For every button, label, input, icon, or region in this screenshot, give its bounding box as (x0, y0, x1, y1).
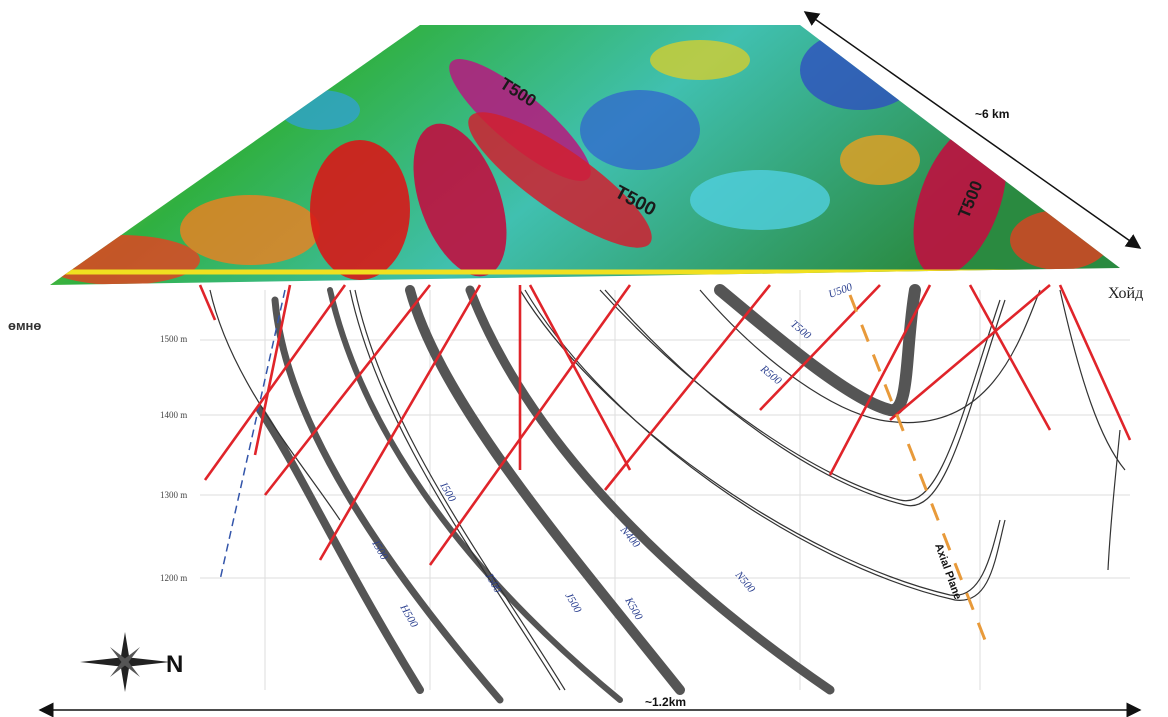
depth-label: 1300 m (160, 490, 187, 500)
geology-diagram: T500 T500 T500 ~6 km ~1.2km Хойд өмнө N … (0, 0, 1168, 717)
horizon-label: T500 (788, 318, 813, 342)
south-label: өмнө (8, 318, 41, 333)
length-label: ~1.2km (645, 695, 686, 709)
width-label: ~6 km (975, 107, 1009, 121)
drill-holes (200, 285, 1130, 640)
north-label: Хойд (1108, 285, 1143, 302)
depth-label: 1400 m (160, 410, 187, 420)
horizon-label: H500 (397, 602, 420, 630)
map-surface (40, 20, 1130, 290)
section-grid (200, 290, 1130, 690)
horizon-label: J500 (562, 591, 583, 616)
horizon-label: R500 (757, 362, 784, 387)
compass-label: N (166, 651, 183, 678)
depth-label: 1500 m (160, 334, 187, 344)
compass (80, 632, 170, 692)
depth-label: 1200 m (160, 573, 187, 583)
horizon-label: N500 (732, 568, 757, 595)
